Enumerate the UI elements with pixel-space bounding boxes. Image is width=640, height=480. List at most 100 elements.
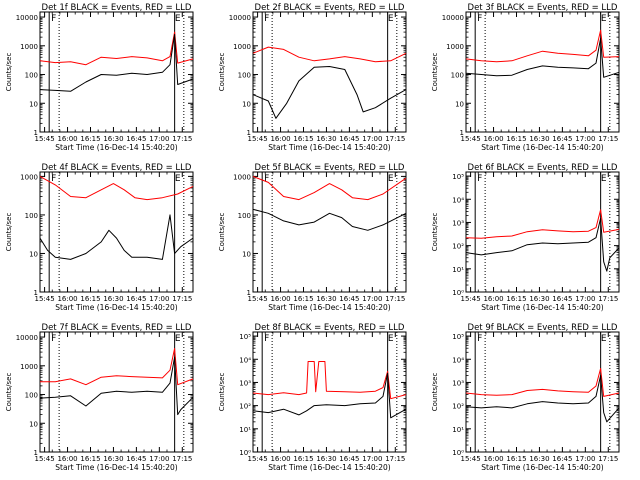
- x-tick-label: 16:00: [57, 135, 77, 143]
- plot-frame: [465, 331, 620, 453]
- panel-det-1: Det 1f BLACK = Events, RED = LLD 1 10 100 10…: [5, 3, 194, 152]
- y-tick-label: 10²: [452, 403, 464, 411]
- flag-marker: E: [175, 14, 181, 24]
- panel-title: Det 8f BLACK = Events, RED = LLD: [255, 323, 405, 333]
- x-axis-label: Start Time (16-Dec-14 15:40:20): [55, 143, 177, 152]
- panel-det-8: Det 8f BLACK = Events, RED = LLD 10⁰ 10¹ 10…: [218, 323, 407, 472]
- series-events: [252, 66, 407, 119]
- x-tick-label: 17:00: [149, 455, 169, 463]
- x-tick-label: 15:45: [247, 135, 267, 143]
- x-tick-label: 16:15: [293, 135, 313, 143]
- flag-marker: F: [477, 174, 482, 184]
- panel-title: Det 7f BLACK = Events, RED = LLD: [42, 323, 192, 333]
- y-tick-label: 10⁵: [452, 333, 464, 341]
- series-events: [39, 33, 194, 92]
- y-tick-label: 1: [247, 289, 251, 297]
- x-axis-label: Start Time (16-Dec-14 15:40:20): [268, 143, 390, 152]
- x-tick-label: 16:00: [270, 455, 290, 463]
- y-tick-label: 1: [34, 289, 38, 297]
- series-events: [465, 375, 620, 423]
- series-lld: [252, 46, 407, 63]
- plot-frame: [252, 171, 407, 293]
- flag-marker: E: [388, 174, 394, 184]
- panel-det-4: Det 4f BLACK = Events, RED = LLD 1 10 100 10…: [5, 163, 194, 312]
- x-tick-label: 17:15: [172, 455, 192, 463]
- x-tick-label: 16:45: [126, 455, 146, 463]
- series-lld: [465, 368, 620, 397]
- y-axis-label: Counts/sec: [5, 53, 13, 92]
- flag-marker: F: [264, 334, 269, 344]
- y-tick-label: 10³: [452, 219, 464, 227]
- x-tick-label: 16:45: [126, 135, 146, 143]
- plot-frame: [39, 331, 194, 453]
- y-tick-label: 1000: [233, 173, 251, 181]
- x-axis-label: Start Time (16-Dec-14 15:40:20): [481, 143, 603, 152]
- y-tick-label: 100: [25, 72, 38, 80]
- y-tick-label: 10¹: [452, 266, 464, 274]
- y-tick-label: 10: [242, 250, 251, 258]
- series-lld: [252, 361, 407, 400]
- flag-marker: F: [264, 174, 269, 184]
- x-tick-label: 16:30: [316, 135, 336, 143]
- panel-title: Det 5f BLACK = Events, RED = LLD: [255, 163, 405, 173]
- x-tick-label: 17:15: [598, 455, 618, 463]
- series-events: [252, 372, 407, 419]
- y-tick-label: 100: [25, 212, 38, 220]
- y-axis-label: Counts/sec: [5, 213, 13, 252]
- series-events: [252, 208, 407, 231]
- y-tick-label: 10⁴: [452, 356, 464, 364]
- x-tick-label: 15:45: [460, 295, 480, 303]
- y-tick-label: 1: [34, 449, 38, 457]
- x-tick-label: 16:00: [483, 455, 503, 463]
- y-tick-label: 10⁰: [239, 449, 251, 457]
- x-tick-label: 17:00: [575, 295, 595, 303]
- y-tick-label: 10: [455, 100, 464, 108]
- flag-marker: E: [601, 334, 607, 344]
- x-tick-label: 17:15: [598, 295, 618, 303]
- x-tick-label: 17:15: [385, 295, 405, 303]
- y-tick-label: 10⁵: [239, 333, 251, 341]
- flag-marker: E: [175, 334, 181, 344]
- flag-marker: F: [477, 14, 482, 24]
- y-tick-label: 10¹: [452, 426, 464, 434]
- series-lld: [39, 31, 194, 66]
- series-lld: [40, 348, 194, 386]
- plot-frame: [252, 11, 407, 133]
- x-tick-label: 16:45: [339, 135, 359, 143]
- y-tick-label: 1000: [446, 43, 464, 51]
- y-axis-label: Counts/sec: [431, 373, 439, 412]
- y-tick-label: 1000: [20, 363, 38, 371]
- x-tick-label: 16:45: [339, 295, 359, 303]
- x-tick-label: 17:00: [575, 135, 595, 143]
- x-tick-label: 16:15: [293, 455, 313, 463]
- x-tick-label: 15:45: [247, 295, 267, 303]
- x-axis-label: Start Time (16-Dec-14 15:40:20): [268, 303, 390, 312]
- x-tick-label: 16:15: [80, 295, 100, 303]
- x-tick-label: 16:00: [483, 295, 503, 303]
- y-tick-label: 100: [451, 72, 464, 80]
- panel-det-6: Det 6f BLACK = Events, RED = LLD 10⁰ 10¹ 10…: [431, 163, 620, 312]
- plot-frame: [252, 331, 407, 453]
- flag-marker: E: [388, 334, 394, 344]
- panel-det-7: Det 7f BLACK = Events, RED = LLD 1 10 100 10…: [5, 323, 194, 472]
- y-axis-label: Counts/sec: [218, 53, 226, 92]
- panel-title: Det 3f BLACK = Events, RED = LLD: [468, 3, 618, 13]
- x-tick-label: 16:30: [103, 135, 123, 143]
- x-axis-label: Start Time (16-Dec-14 15:40:20): [55, 463, 177, 472]
- x-tick-label: 16:00: [57, 455, 77, 463]
- x-tick-label: 16:15: [506, 135, 526, 143]
- series-lld: [465, 29, 620, 63]
- x-tick-label: 17:15: [172, 295, 192, 303]
- x-tick-label: 16:15: [80, 455, 100, 463]
- x-tick-label: 17:00: [575, 455, 595, 463]
- panel-title: Det 2f BLACK = Events, RED = LLD: [255, 3, 405, 13]
- x-tick-label: 16:30: [529, 135, 549, 143]
- x-tick-label: 16:15: [293, 295, 313, 303]
- plot-frame: [39, 171, 194, 293]
- x-tick-label: 16:30: [316, 455, 336, 463]
- y-axis-label: Counts/sec: [431, 53, 439, 92]
- x-tick-label: 17:15: [598, 135, 618, 143]
- panel-title: Det 9f BLACK = Events, RED = LLD: [468, 323, 618, 333]
- x-tick-label: 17:00: [362, 455, 382, 463]
